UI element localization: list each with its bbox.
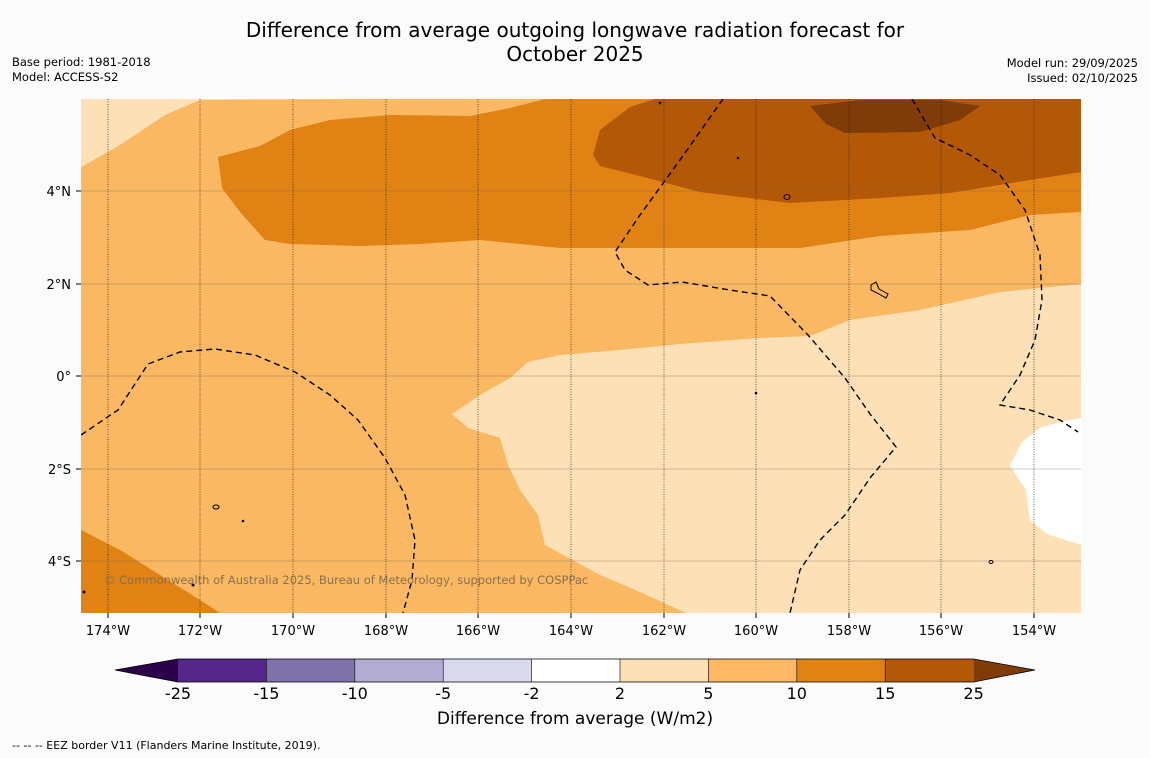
title-line-2: October 2025 — [506, 42, 644, 66]
island-10 — [191, 583, 195, 587]
colorbar-tick-label: -15 — [253, 684, 279, 700]
island-5 — [658, 101, 662, 105]
lon-label: 174°W — [86, 624, 130, 639]
colorbar-segment — [266, 659, 355, 682]
lon-label: 170°W — [271, 624, 315, 639]
region-10-15-southwest — [81, 530, 220, 613]
colorbar-tick-label: -10 — [342, 684, 368, 700]
colorbar-tick-label: -5 — [435, 684, 451, 700]
lat-labels: 4°N 2°N 0° 2°S 4°S — [47, 185, 72, 570]
eez-border-north — [614, 99, 897, 613]
axis-ticks — [76, 190, 1035, 618]
model-run: Model run: 29/09/2025 — [1006, 56, 1138, 70]
region-15-25 — [593, 99, 1081, 203]
island-7 — [754, 391, 758, 395]
colorbar-tick-label: -25 — [165, 684, 191, 700]
island-6 — [870, 281, 889, 299]
eez-borders — [81, 99, 1079, 613]
copyright-text: © Commonwealth of Australia 2025, Bureau… — [104, 573, 588, 587]
map-figure: © Commonwealth of Australia 2025, Bureau… — [47, 99, 1081, 700]
island-8 — [988, 560, 994, 564]
lon-label: 160°W — [734, 624, 778, 639]
island-1 — [212, 504, 220, 510]
lat-label: 4°N — [47, 185, 72, 200]
region-gt-25 — [810, 100, 980, 133]
colorbar-segment — [354, 659, 444, 682]
lon-labels: 174°W 172°W 170°W 168°W 166°W 164°W 162°… — [86, 624, 1056, 639]
lon-label: 172°W — [178, 624, 222, 639]
islands — [82, 101, 994, 594]
colorbar-tick-label: 5 — [703, 684, 713, 700]
eez-border-west — [81, 348, 416, 613]
colorbar-tick-label: -2 — [524, 684, 540, 700]
region-2-5-northwest — [81, 99, 360, 167]
eez-legend-note: -- -- -- EEZ border V11 (Flanders Marine… — [12, 739, 321, 752]
colorbar-extend-high — [973, 659, 1035, 682]
island-3 — [783, 194, 791, 200]
island-9 — [82, 590, 86, 594]
lat-label: 4°S — [48, 555, 71, 570]
island-2 — [241, 519, 245, 523]
colorbar-segment — [531, 659, 620, 682]
title-line-1: Difference from average outgoing longwav… — [245, 18, 905, 42]
region-neutral — [1010, 418, 1081, 545]
base-period: Base period: 1981-2018 — [12, 55, 151, 69]
colorbar-tick-label: 15 — [875, 684, 895, 700]
colorbar-outline — [114, 658, 1036, 683]
lon-label: 164°W — [549, 624, 593, 639]
chart-title: Difference from average outgoing longwav… — [0, 18, 1150, 66]
colorbar-segment — [443, 659, 532, 682]
lat-label: 2°N — [47, 278, 72, 293]
colorbar-segment — [796, 659, 886, 682]
colorbar-tick-label: 10 — [787, 684, 807, 700]
colorbar: -25 -15 -10 -5 -2 2 5 10 15 25 — [114, 658, 1036, 700]
meta-right: Model run: 29/09/2025 Issued: 02/10/2025 — [1007, 56, 1138, 86]
colorbar-extend-low — [115, 659, 178, 682]
model-name: Model: ACCESS-S2 — [12, 70, 119, 84]
lon-label: 158°W — [827, 624, 871, 639]
lat-label: 2°S — [48, 463, 71, 478]
lon-gridlines — [107, 99, 1035, 613]
issued-date: Issued: 02/10/2025 — [1027, 71, 1138, 85]
meta-left: Base period: 1981-2018 Model: ACCESS-S2 — [12, 55, 151, 85]
lat-label: 0° — [56, 370, 71, 385]
colorbar-label: Difference from average (W/m2) — [436, 709, 714, 729]
colorbar-dividers — [266, 659, 886, 682]
lon-label: 162°W — [642, 624, 686, 639]
lon-label: 166°W — [456, 624, 500, 639]
region-2-5-southeast — [452, 284, 1081, 613]
colorbar-segment — [885, 659, 974, 682]
colorbar-segment — [708, 659, 797, 682]
colorbar-ticks: -25 -15 -10 -5 -2 2 5 10 15 25 — [165, 684, 984, 700]
colorbar-segment — [178, 659, 267, 682]
eez-border-east — [911, 99, 1079, 433]
colorbar-tick-label: 25 — [963, 684, 983, 700]
lon-label: 154°W — [1012, 624, 1056, 639]
colorbar-segment — [620, 659, 709, 682]
colorbar-tick-label: 2 — [615, 684, 625, 700]
map-area[interactable]: © Commonwealth of Australia 2025, Bureau… — [81, 99, 1081, 613]
lat-gridlines — [81, 190, 1081, 562]
island-4 — [736, 156, 740, 160]
lon-label: 156°W — [919, 624, 963, 639]
lon-label: 168°W — [364, 624, 408, 639]
